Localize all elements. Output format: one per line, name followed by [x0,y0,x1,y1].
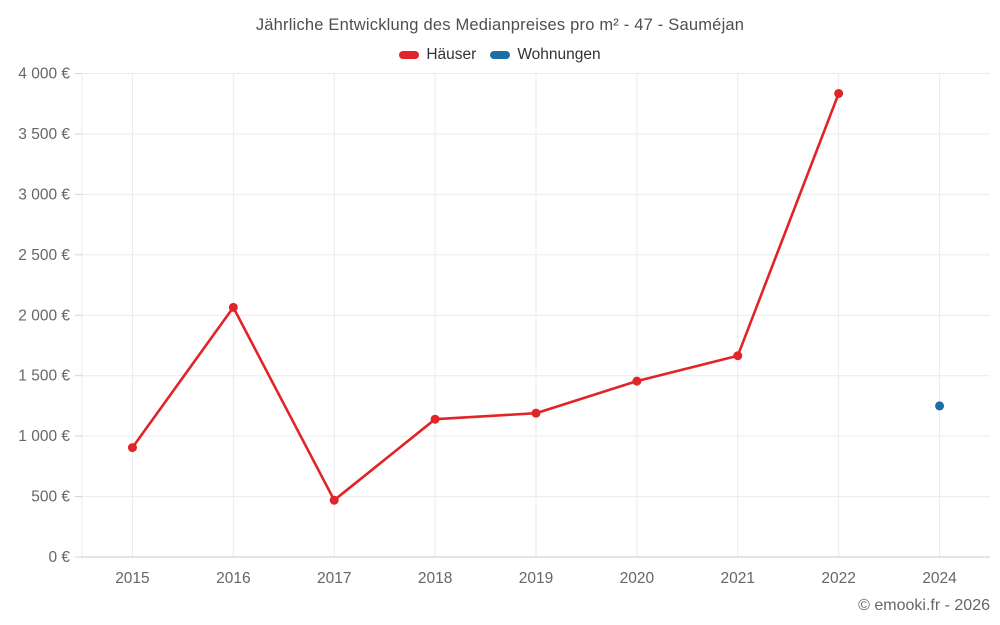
data-point-huser-2017[interactable] [329,495,339,505]
data-point-huser-2018[interactable] [430,414,440,424]
data-point-huser-2021[interactable] [733,351,743,361]
x-axis-label: 2021 [721,570,755,587]
series-line-huser [131,92,840,502]
y-axis-label: 3 500 € [18,126,70,143]
y-axis-label: 1 500 € [18,368,70,385]
x-axis-label: 2016 [216,570,250,587]
watermark-credit: © emooki.fr - 2026 [858,597,990,614]
legend-item-wohnungen[interactable]: Wohnungen [490,46,601,64]
data-point-huser-2020[interactable] [632,376,642,386]
data-point-wohnungen-2024[interactable] [935,401,945,411]
x-axis-label: 2015 [115,570,149,587]
legend-swatch-hauser [399,51,420,59]
legend-label-hauser: Häuser [426,46,477,63]
legend-swatch-wohnungen [490,51,511,59]
y-axis-label: 1 000 € [18,428,70,445]
data-point-huser-2022[interactable] [834,88,844,98]
x-axis-label: 2020 [620,570,655,587]
y-axis-label: 2 500 € [18,247,70,264]
x-axis-label: 2018 [418,570,452,587]
data-point-huser-2016[interactable] [228,302,238,312]
x-axis-label: 2019 [519,570,553,587]
data-point-huser-2015[interactable] [127,443,137,453]
legend-item-hauser[interactable]: Häuser [399,46,476,64]
y-axis-label: 500 € [31,489,70,506]
chart-legend: Häuser Wohnungen [0,46,1000,64]
y-axis-label: 4 000 € [18,66,70,83]
y-axis-label: 3 000 € [18,186,70,203]
y-axis-label: 0 € [48,549,70,566]
x-axis-label: 2022 [821,570,855,587]
data-point-huser-2019[interactable] [531,408,541,418]
chart-title: Jährliche Entwicklung des Medianpreises … [255,16,745,34]
y-axis-label: 2 000 € [18,307,70,324]
x-axis-label: 2017 [317,570,351,587]
x-axis-label: 2024 [922,570,957,587]
legend-label-wohnungen: Wohnungen [517,46,601,63]
